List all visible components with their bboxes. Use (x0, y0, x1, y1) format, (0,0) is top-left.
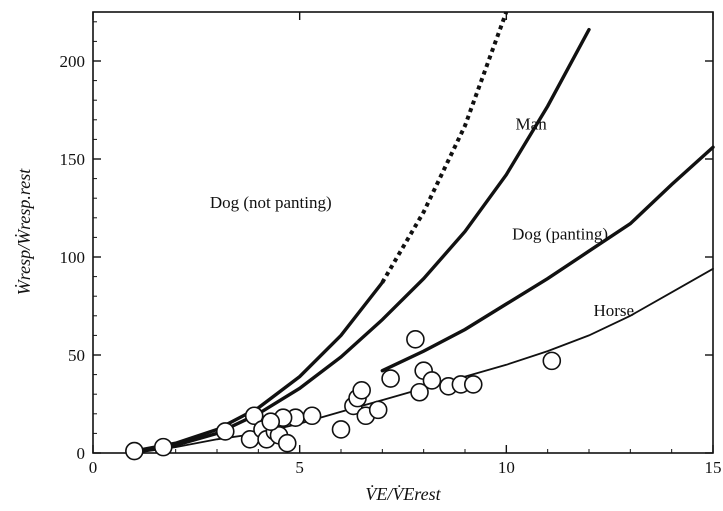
data-point (381, 369, 400, 388)
data-point (422, 371, 442, 390)
y-tick-label: 50 (68, 346, 85, 365)
series-label: Dog (not panting) (210, 193, 332, 212)
axis-ticks (92, 12, 714, 454)
series-labels: Dog (not panting) Man Dog (panting) Horse (210, 115, 634, 320)
data-point (244, 406, 264, 426)
x-axis-title: V̇E/V̇Erest (365, 483, 441, 504)
y-axis-title: Ẇresp/Ẇresp.rest (13, 168, 34, 295)
data-point (215, 422, 235, 441)
data-point (331, 420, 351, 439)
data-point (463, 375, 483, 394)
data-points (125, 330, 562, 461)
series-dog-not-panting-dotted (380, 11, 509, 284)
data-point (125, 441, 144, 461)
series-label: Dog (panting) (512, 224, 608, 243)
data-point (542, 351, 562, 371)
data-point (302, 406, 322, 426)
data-point (406, 330, 425, 349)
data-point (368, 400, 388, 420)
data-point (352, 380, 371, 400)
y-tick-label: 0 (77, 444, 86, 463)
data-point (277, 433, 297, 453)
data-point (261, 412, 281, 431)
x-tick-label: 15 (705, 458, 722, 477)
y-tick-label: 100 (60, 248, 86, 267)
series-label: Horse (593, 301, 634, 320)
x-tick-label: 0 (89, 458, 98, 477)
x-tick-label: 5 (295, 458, 304, 477)
series-label: Man (516, 115, 548, 134)
series-dog-panting (380, 145, 715, 373)
series-man (132, 27, 591, 453)
data-point (153, 437, 173, 457)
data-point (410, 382, 429, 402)
x-tick-label: 10 (498, 458, 515, 477)
plot-frame (92, 11, 714, 454)
plot-border (92, 11, 714, 454)
y-tick-label: 150 (60, 150, 86, 169)
y-tick-label: 200 (60, 52, 86, 71)
